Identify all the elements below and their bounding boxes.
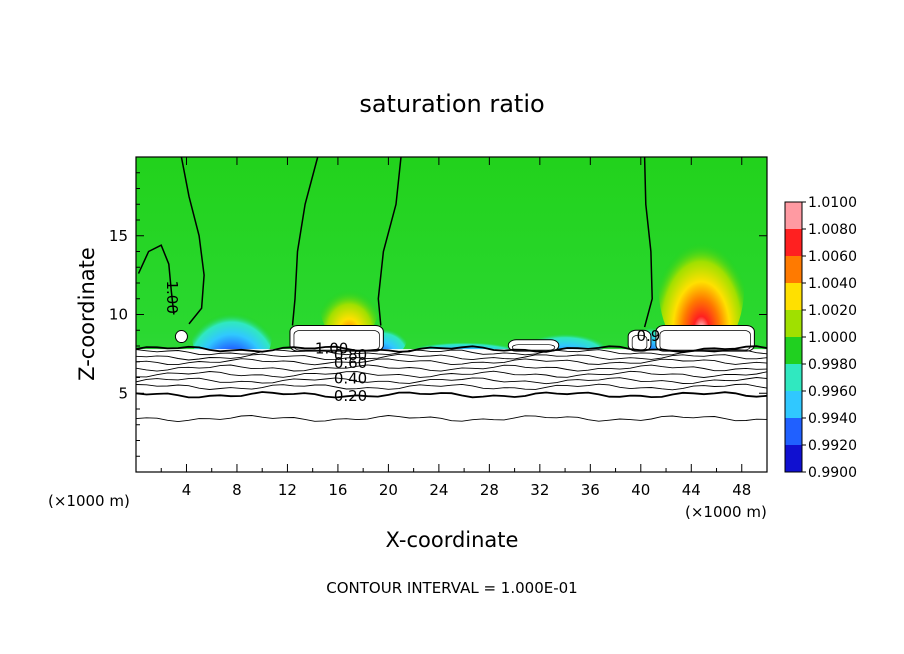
colorbar-band-4 bbox=[785, 310, 802, 338]
colorbar-band-6 bbox=[785, 364, 802, 392]
peak-region-1 bbox=[658, 213, 745, 359]
cloud-top-inner-1 bbox=[511, 344, 556, 351]
contour-bubble bbox=[174, 330, 188, 344]
cloud-top-patches bbox=[289, 325, 755, 352]
plot-area: 1.001.000.800.600.400.200.9 bbox=[136, 157, 767, 472]
contour-vertical-0 bbox=[180, 157, 205, 325]
colorbar-band-0 bbox=[785, 202, 802, 230]
peak-regions bbox=[320, 213, 745, 359]
x-tick-label-11: 48 bbox=[732, 481, 751, 499]
x-tick-label-4: 20 bbox=[379, 481, 398, 499]
contour-line-5 bbox=[136, 370, 767, 378]
x-tick-label-5: 24 bbox=[429, 481, 448, 499]
contour-label-1: 1.00 bbox=[315, 340, 348, 358]
colorbar-label-1: 1.0080 bbox=[808, 222, 857, 238]
cloud-top-2 bbox=[627, 329, 652, 352]
x-tick-label-2: 12 bbox=[278, 481, 297, 499]
cloud-top-inner-3 bbox=[659, 330, 751, 351]
x-tick-label-3: 16 bbox=[328, 481, 347, 499]
colorbar-band-8 bbox=[785, 418, 802, 446]
colorbar-label-10: 0.9900 bbox=[808, 465, 857, 481]
contour-label-4: 0.40 bbox=[334, 370, 367, 388]
colorbar-band-9 bbox=[785, 445, 802, 473]
contour-line-4 bbox=[136, 364, 767, 372]
horizontal-contours bbox=[136, 345, 767, 423]
contour-line-9 bbox=[136, 415, 767, 423]
contour-label-6: 0.9 bbox=[636, 327, 660, 345]
colorbar-label-3: 1.0040 bbox=[808, 276, 857, 292]
colorbar-label-6: 0.9980 bbox=[808, 357, 857, 373]
contour-vertical-2 bbox=[377, 157, 402, 326]
colorbar-label-7: 0.9960 bbox=[808, 384, 857, 400]
colorbar-band-3 bbox=[785, 283, 802, 311]
contour-line-2 bbox=[136, 353, 767, 361]
contour-line-8 bbox=[136, 391, 767, 399]
contour-label-0: 1.00 bbox=[163, 280, 181, 313]
cloud-top-0 bbox=[289, 325, 384, 352]
x-tick-label-6: 28 bbox=[480, 481, 499, 499]
peak-region-0 bbox=[320, 272, 379, 342]
x-tick-label-8: 36 bbox=[581, 481, 600, 499]
contour-interval-note: CONTOUR INTERVAL = 1.000E-01 bbox=[326, 579, 577, 597]
y-axis-label: Z-coordinate bbox=[75, 247, 99, 381]
x-tick-label-0: 4 bbox=[182, 481, 192, 499]
x-tick-label-7: 32 bbox=[530, 481, 549, 499]
colorbar-label-0: 1.0100 bbox=[808, 195, 857, 211]
contour-labels: 1.001.000.800.600.400.200.9 bbox=[163, 280, 660, 404]
colorbar-band-2 bbox=[785, 256, 802, 284]
contour-line-7 bbox=[136, 383, 767, 391]
contour-line-1 bbox=[136, 349, 767, 356]
colorbar-label-4: 1.0020 bbox=[808, 303, 857, 319]
x-unit-label-left: (×1000 m) bbox=[48, 492, 130, 510]
contour-line-6 bbox=[136, 377, 767, 385]
vertical-contours bbox=[137, 157, 653, 344]
x-unit-label-right: (×1000 m) bbox=[685, 503, 767, 521]
contour-label-5: 0.20 bbox=[334, 387, 367, 405]
y-axis-ticks: 5 10 15 bbox=[109, 172, 767, 457]
contour-label-2: 0.80 bbox=[334, 346, 367, 364]
colorbar-band-1 bbox=[785, 229, 802, 257]
colorbar-label-2: 1.0060 bbox=[808, 249, 857, 265]
colorbar-label-5: 1.0000 bbox=[808, 330, 857, 346]
contour-line-0 bbox=[136, 345, 767, 354]
contour-vertical-4 bbox=[137, 244, 175, 315]
x-axis-ticks: 4 8 12 16 20 24 28 32 36 40 44 48 bbox=[160, 157, 751, 499]
x-axis-label: X-coordinate bbox=[386, 528, 519, 552]
y-tick-label-1: 10 bbox=[109, 306, 128, 324]
contour-vertical-3 bbox=[643, 157, 653, 328]
colorbar-band-7 bbox=[785, 391, 802, 419]
cloud-top-inner-0 bbox=[293, 330, 380, 351]
y-tick-label-0: 5 bbox=[118, 384, 128, 402]
colorbar-label-9: 0.9920 bbox=[808, 438, 857, 454]
x-tick-label-1: 8 bbox=[232, 481, 242, 499]
contour-label-3: 0.60 bbox=[334, 354, 367, 372]
x-tick-label-10: 44 bbox=[682, 481, 701, 499]
chart-title: saturation ratio bbox=[359, 90, 544, 118]
x-tick-label-9: 40 bbox=[631, 481, 650, 499]
contour-vertical-1 bbox=[291, 157, 319, 326]
colorbar: 1.0100 1.0080 1.0060 1.0040 1.0020 1.0000 0.99… bbox=[784, 195, 857, 481]
y-tick-label-2: 15 bbox=[109, 227, 128, 245]
contour-line-3 bbox=[136, 358, 767, 366]
colorbar-band-5 bbox=[785, 337, 802, 365]
colorbar-label-8: 0.9940 bbox=[808, 411, 857, 427]
